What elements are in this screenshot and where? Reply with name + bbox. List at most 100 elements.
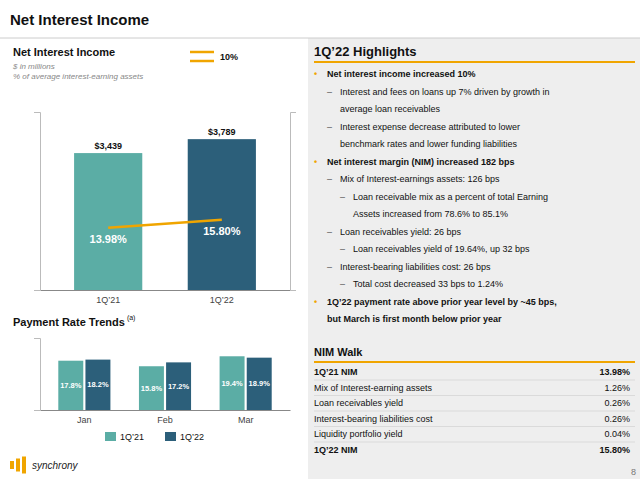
bullet-text: Interest and fees on loans up 7% driven …	[340, 87, 550, 97]
tick: Mar	[238, 410, 254, 425]
bullet-text: Loan receivables yield of 19.64%, up 32 …	[353, 244, 530, 254]
bullet: •	[314, 297, 317, 307]
bullet-text: benchmark rates and lower funding liabil…	[340, 139, 518, 149]
legend-label: 1Q’21	[120, 432, 144, 442]
row-label: Interest-bearing liabilities cost	[314, 414, 433, 424]
tick-label: Feb	[157, 415, 173, 425]
row-label: Mix of Interest-earning assets	[314, 383, 433, 393]
row-value: 0.26%	[604, 398, 630, 408]
bullet: –	[340, 244, 345, 254]
legend-swatch	[165, 432, 176, 441]
bullet-text: Loan receivable mix as a percent of tota…	[353, 192, 548, 202]
row-value: 15.80%	[599, 445, 630, 455]
data-label: $3,439	[94, 141, 122, 151]
tick: 1Q’21	[96, 290, 120, 305]
bullet-text: Net interest income increased 10%	[327, 69, 476, 79]
axis-title: $ in millions	[12, 62, 55, 71]
row-separator	[314, 380, 635, 381]
title-border	[0, 38, 640, 39]
bar	[58, 361, 83, 410]
tick-label: 1Q’21	[96, 295, 120, 305]
bullet: –	[340, 279, 345, 289]
axis-line	[41, 290, 291, 291]
bar	[166, 362, 191, 410]
bullet: –	[327, 122, 332, 132]
logo-text: synchrony	[32, 460, 79, 471]
plot-area	[58, 356, 271, 410]
data-label: 13.98%	[90, 233, 128, 245]
legend-label: 10%	[220, 52, 238, 62]
axis-title: % of average interest-earning assets	[13, 72, 143, 81]
y-axis	[34, 339, 41, 411]
section-title: 1Q’22 Highlights	[314, 44, 417, 59]
bullet: –	[327, 87, 332, 97]
bullet-text: average loan receivables	[340, 104, 441, 114]
chart-title: Net Interest Income	[13, 46, 115, 58]
axis-line	[41, 410, 291, 411]
logo-bar	[16, 459, 20, 472]
row-value: 0.04%	[604, 429, 630, 439]
logo: synchrony	[10, 457, 79, 474]
row-label: 1Q’21 NIM	[314, 367, 358, 377]
row-separator	[314, 395, 635, 396]
row-separator	[314, 442, 635, 443]
tick-label: 1Q’22	[210, 295, 234, 305]
row-value: 0.26%	[604, 414, 630, 424]
tick: Jan	[77, 410, 92, 425]
row-separator	[314, 426, 635, 427]
page: Net Interest Income Net Interest Income $ …	[0, 0, 640, 479]
axis-line	[34, 339, 41, 411]
tick: 1Q’22	[210, 290, 234, 305]
bar	[139, 366, 164, 410]
chart-title: Payment Rate Trends	[13, 316, 125, 328]
row-separator	[314, 411, 635, 412]
bullet: –	[327, 174, 332, 184]
bullet-text: 1Q’22 payment rate above prior year leve…	[327, 297, 557, 307]
data-label: $3,789	[208, 127, 236, 137]
bar	[247, 358, 272, 410]
bullet-text: Interest expense decrease attributed to …	[340, 122, 520, 132]
x-axis: 1Q’21 1Q’22	[41, 290, 291, 305]
data-label: 19.4%	[221, 379, 243, 388]
logo-bar	[22, 457, 26, 474]
bullet: •	[314, 157, 317, 167]
background	[0, 0, 640, 479]
data-label: 15.80%	[203, 225, 241, 237]
bullet-text: Net interest margin (NIM) increased 182 …	[327, 157, 515, 167]
bullet: –	[327, 262, 332, 272]
bullet: •	[314, 69, 317, 79]
bullet: –	[327, 227, 332, 237]
data-label: 18.2%	[87, 380, 109, 389]
annotation: (a)	[127, 314, 136, 322]
plot-area	[74, 139, 256, 290]
row-value: 1.26%	[604, 383, 630, 393]
legend: 1Q’211Q’22	[105, 432, 204, 442]
bar	[220, 356, 245, 410]
data-label: 15.8%	[141, 384, 163, 393]
row-label: Loan receivables yield	[314, 398, 403, 408]
row-label: 1Q’22 NIM	[314, 445, 358, 455]
data-label: 17.8%	[60, 381, 82, 390]
bullet-text: Loan receivables yield: 26 bps	[340, 227, 462, 237]
row-value: 13.98%	[599, 367, 630, 377]
data-label: 17.2%	[168, 382, 190, 391]
bullet: –	[340, 192, 345, 202]
underline	[314, 61, 635, 63]
y-axis	[34, 113, 41, 291]
tick-label: Mar	[238, 415, 254, 425]
legend-swatch	[105, 432, 116, 441]
bullet-text: Mix of Interest-earnings assets: 126 bps	[340, 174, 500, 184]
bar	[188, 139, 256, 290]
page-title: Net Interest Income	[10, 11, 149, 28]
right-panel	[308, 38, 640, 479]
tick-label: Jan	[77, 415, 92, 425]
bar	[85, 360, 110, 410]
tick: Feb	[157, 410, 173, 425]
page-number: 8	[631, 467, 636, 477]
bullet-text: but March is first month below prior yea…	[327, 314, 502, 324]
bullet-text: Interest-bearing liabilities cost: 26 bp…	[340, 262, 491, 272]
bullet-text: Assets increased from 78.6% to 85.1%	[353, 209, 508, 219]
row-label: Liquidity portfolio yield	[314, 429, 403, 439]
x-axis: Jan Feb Mar	[41, 410, 291, 425]
underline	[314, 361, 635, 363]
